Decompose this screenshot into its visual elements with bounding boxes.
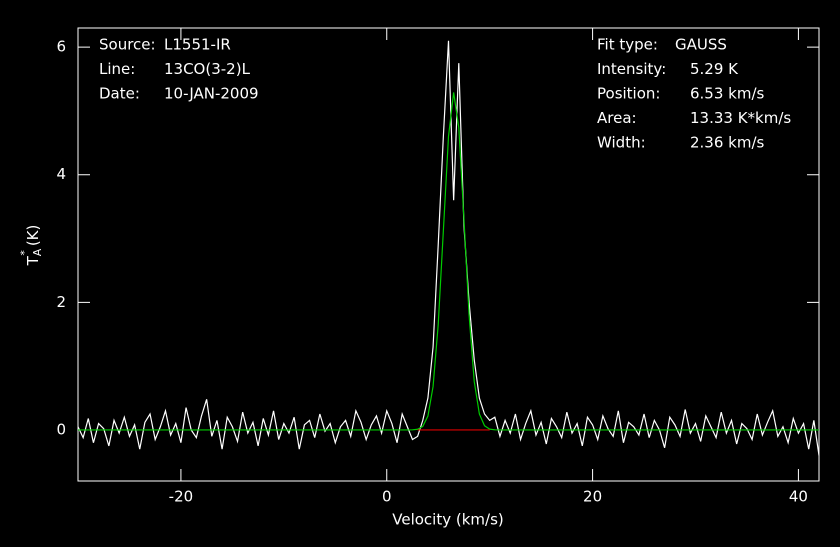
info-label: Intensity:: [597, 60, 666, 78]
info-value: 5.29 K: [690, 60, 739, 78]
info-label: Width:: [597, 134, 646, 152]
y-tick-label: 0: [56, 420, 66, 438]
x-tick-label: 20: [583, 488, 602, 506]
y-label-unit: (K): [24, 225, 42, 247]
x-axis-label: Velocity (km/s): [392, 511, 503, 529]
spectrum-line: [77, 40, 820, 456]
info-value: L1551-IR: [164, 36, 231, 54]
x-tick-label: 0: [382, 488, 392, 506]
info-value: 2.36 km/s: [690, 134, 765, 152]
info-label: Line:: [99, 60, 135, 78]
y-label-symbol: T: [24, 255, 42, 266]
y-axis-label: TA* (K): [18, 225, 44, 267]
plot-frame: [77, 27, 820, 482]
y-tick-label: 4: [56, 165, 66, 183]
info-label: Source:: [99, 36, 156, 54]
x-tick-label: -20: [169, 488, 194, 506]
y-label-sup: *: [18, 250, 31, 256]
info-value: 13CO(3-2)L: [164, 60, 251, 78]
spectrum-line: [78, 92, 819, 431]
info-label: Date:: [99, 85, 140, 103]
y-tick-label: 6: [56, 38, 66, 56]
info-value: 6.53 km/s: [690, 85, 765, 103]
info-label: Fit type:: [597, 36, 658, 54]
info-value: 10-JAN-2009: [164, 85, 259, 103]
y-label-sub: A: [31, 248, 44, 256]
info-value: 13.33 K*km/s: [690, 109, 791, 127]
x-tick-label: 40: [789, 488, 808, 506]
y-tick-label: 2: [56, 293, 66, 311]
info-label: Area:: [597, 109, 637, 127]
info-value: GAUSS: [675, 36, 727, 54]
info-label: Position:: [597, 85, 660, 103]
